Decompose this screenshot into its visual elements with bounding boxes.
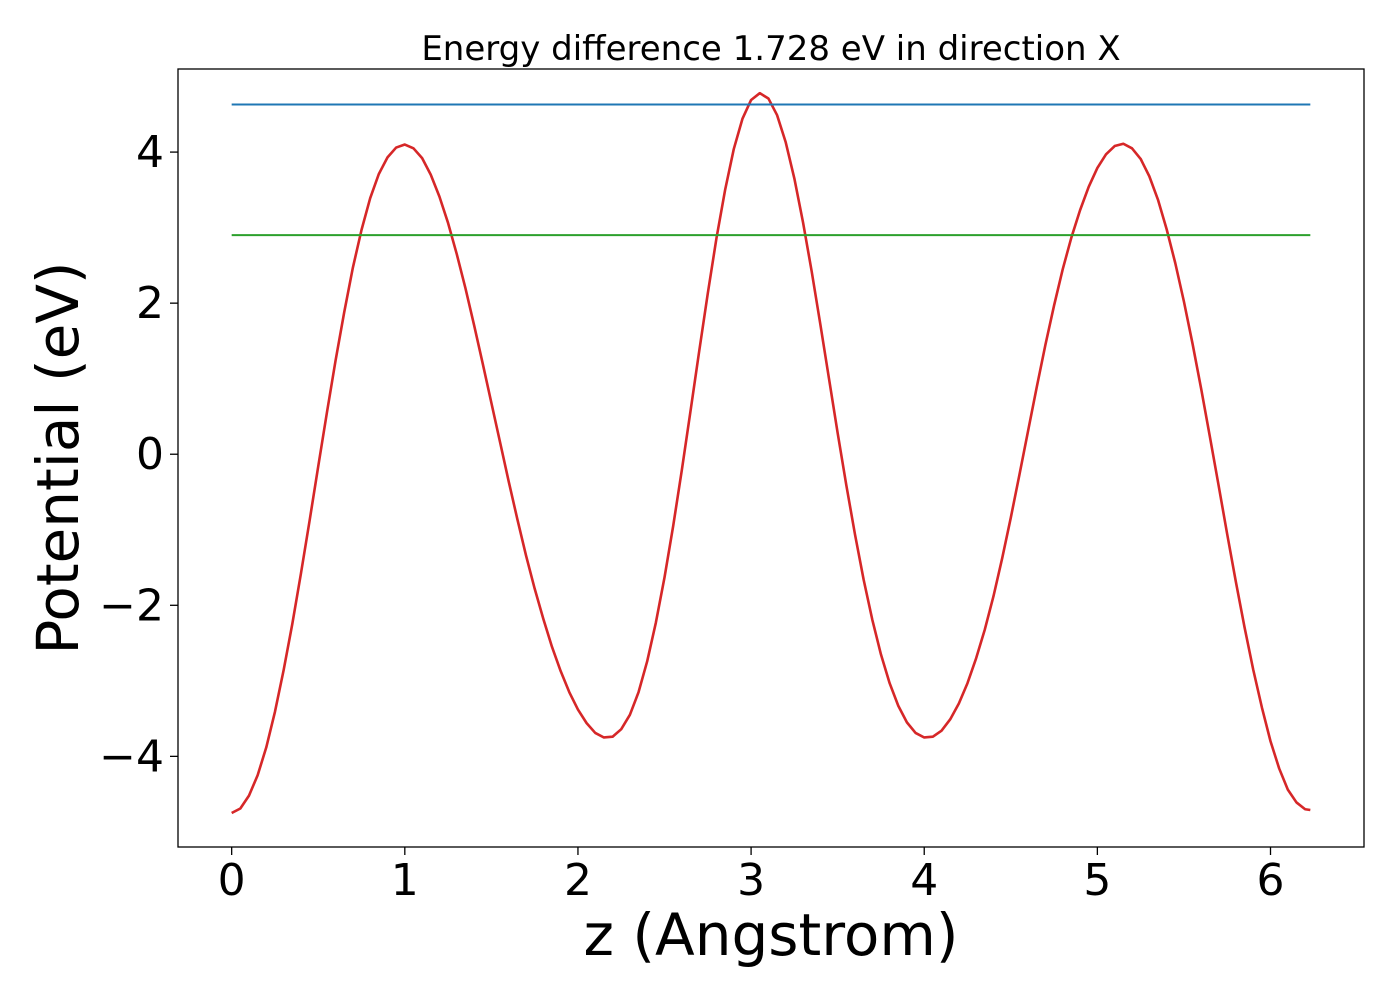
chart-title: Energy difference 1.728 eV in direction … xyxy=(421,29,1120,69)
x-tick-label: 5 xyxy=(1083,855,1111,906)
y-axis-label: Potential (eV) xyxy=(24,261,92,654)
x-tick-label: 0 xyxy=(218,855,246,906)
y-tick-label: 2 xyxy=(136,278,164,329)
x-tick-label: 4 xyxy=(910,855,938,906)
x-tick-label: 3 xyxy=(737,855,765,906)
potential-line xyxy=(231,91,1311,815)
series-layer xyxy=(231,91,1311,815)
y-tick-label: −2 xyxy=(99,580,164,631)
y-tick-label: 0 xyxy=(136,429,164,480)
plot-frame xyxy=(177,68,1365,848)
x-ticks: 0 1 2 3 4 5 6 xyxy=(218,847,1285,906)
y-tick-label: −4 xyxy=(99,731,164,782)
x-tick-label: 6 xyxy=(1257,855,1285,906)
x-axis-label: z (Angstrom) xyxy=(584,901,959,969)
y-tick-label: 4 xyxy=(136,127,164,178)
x-tick-label: 1 xyxy=(391,855,419,906)
y-ticks: −4 −2 0 2 4 xyxy=(99,127,178,782)
x-tick-label: 2 xyxy=(564,855,592,906)
